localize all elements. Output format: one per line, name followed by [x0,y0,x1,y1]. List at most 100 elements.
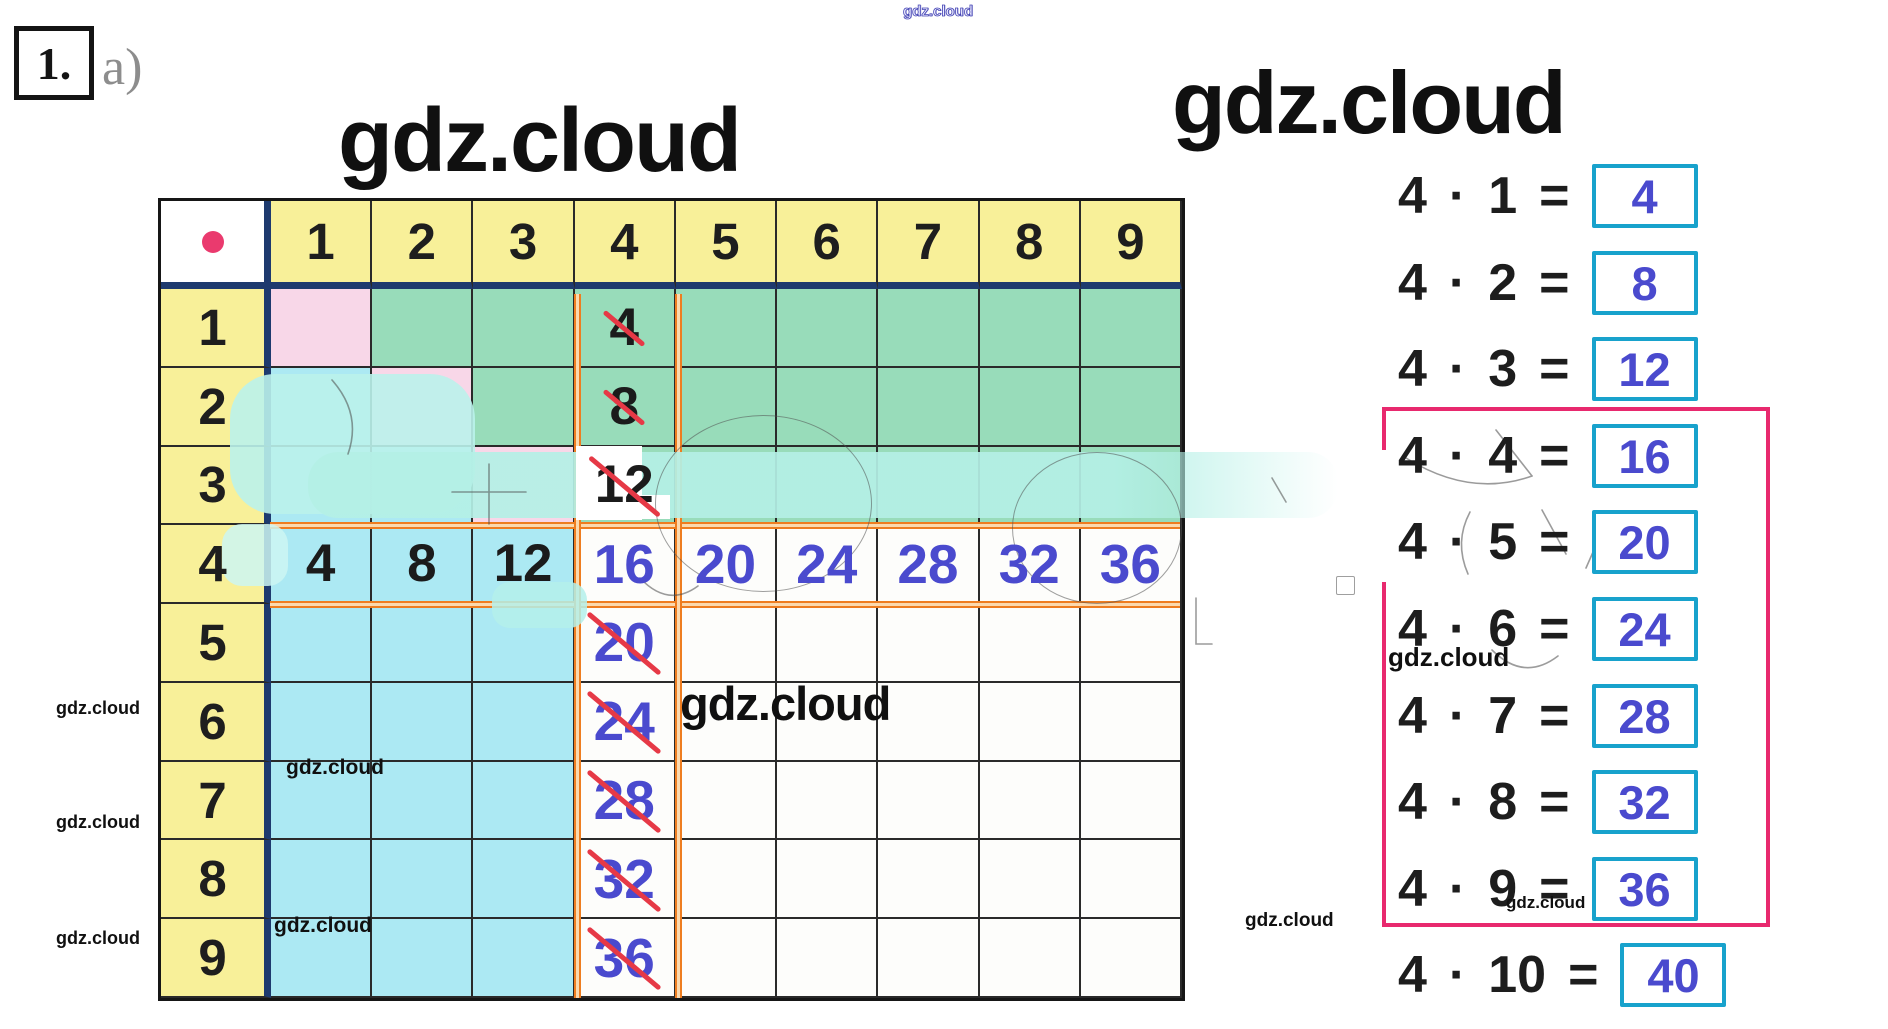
table-cell-value: 20 [589,610,660,674]
part-label: a) [102,39,143,96]
equation-factor: 7 [1488,687,1518,745]
col-header-4: 4 [574,201,676,289]
multiplication-dot-icon [201,230,224,253]
row4-highlight-top-line [270,522,1180,529]
multiplication-dot-icon: · [1448,946,1467,1004]
watermark-title-right: gdz.cloud [1172,53,1567,152]
watermark-title-left: gdz.cloud [338,91,742,191]
col-header-label: 1 [306,213,335,270]
table-cell-value: 12 [493,534,553,594]
table-cell-r9c9 [1080,919,1182,998]
table-cell-r9c1 [271,919,373,998]
multiplication-dot-icon: · [1448,340,1467,398]
row-header-label: 9 [198,929,227,987]
row-header-5: 5 [161,604,271,683]
watermark-in-table-2: gdz.cloud [274,914,372,937]
answer-box: 40 [1620,943,1727,1007]
table-cell-r8c3 [473,840,575,920]
equation-factor: 6 [1488,600,1518,658]
col-header-5: 5 [675,201,778,289]
row-header-label: 6 [198,692,227,750]
table-cell-r4c8: 32 [979,525,1081,605]
row-header-7: 7 [161,761,271,841]
table-cell-r8c8 [979,840,1081,920]
col-header-label: 8 [1014,213,1044,270]
multiplication-dot-icon: · [1448,600,1467,658]
equation-multiplier: 4 [1398,254,1427,312]
table-cell-r7c4: 28 [574,761,676,841]
watermark-right-3: gdz.cloud [1245,910,1334,931]
table-cell-r2c3 [473,367,575,447]
table-cell-r1c6 [777,289,879,368]
table-cell-r5c8 [979,604,1081,683]
answer-box: 20 [1591,510,1698,574]
col-header-6: 6 [777,201,879,289]
row-header-8: 8 [161,840,271,920]
col4-highlight-left-line [574,294,581,998]
watermark-in-table-1: gdz.cloud [286,756,384,779]
col4-highlight-right-line [675,294,682,998]
ghost-outline-square [1336,576,1355,595]
multiplication-dot-icon: · [1448,513,1467,571]
row-header-4: 4 [161,525,271,605]
col-header-8: 8 [979,201,1081,289]
table-cell-r5c9 [1080,604,1182,683]
table-cell-r4c1: 4 [271,525,373,605]
table-cell-r9c7 [878,919,980,998]
table-cell-r7c9 [1080,761,1182,841]
watermark-left-margin-1: gdz.cloud [56,698,140,718]
table-cell-r9c8 [979,919,1081,998]
row-header-1: 1 [161,289,271,368]
col-header-label: 5 [711,213,740,270]
col-header-label: 4 [610,213,639,270]
table-cell-r1c5 [675,289,778,368]
equals-sign: = [1539,773,1570,831]
table-cell-r9c6 [777,919,879,998]
equation-row-4x10: 4 · 10 = 40 [1398,939,1727,1011]
table-cell-r6c7 [878,682,980,762]
answer-box: 28 [1591,684,1698,748]
col-header-9: 9 [1080,201,1182,289]
col-header-2: 2 [372,201,474,289]
table-cell-r6c5 [675,682,778,762]
table-cell-r3c3 [473,446,575,526]
equation-row-4x7: 4 · 7 = 28 [1398,680,1698,752]
row-header-2: 2 [161,367,271,447]
row-header-3: 3 [161,446,271,526]
table-cell-r1c9 [1080,289,1182,368]
equation-factor: 1 [1488,167,1518,225]
table-cell-r7c1 [271,761,373,841]
multiplication-dot-icon: · [1448,427,1467,485]
row-header-label: 1 [198,298,227,356]
table-cell-r9c3 [473,919,575,998]
answer-box: 24 [1591,597,1698,661]
table-cell-value: 32 [998,532,1060,595]
equation-factor: 5 [1488,513,1518,571]
table-cell-r7c3 [473,761,575,841]
table-cell-r6c8 [979,682,1081,762]
table-cell-r7c5 [675,761,778,841]
watermark-right-1: gdz.cloud [1388,642,1510,672]
table-cell-r4c5: 20 [675,525,778,605]
answer-box: 4 [1591,164,1698,228]
table-cell-value: 8 [605,376,644,437]
equation-row-4x2: 4 · 2 = 8 [1398,247,1698,319]
table-cell-r5c7 [878,604,980,683]
equals-sign: = [1539,427,1570,485]
equation-row-4x9: 4 · 9 = 36 [1398,853,1698,925]
table-cell-r3c8 [979,446,1081,526]
equation-row-4x5: 4 · 5 = 20 [1398,506,1698,578]
answer-box: 36 [1591,857,1698,921]
answer-box: 12 [1591,337,1698,401]
equation-row-4x3: 4 · 3 = 12 [1398,333,1698,405]
table-cell-r2c4: 8 [574,367,676,447]
table-cell-value: 28 [589,768,660,832]
table-cell-value: 8 [407,534,437,594]
equals-sign: = [1539,167,1570,225]
multiplication-dot-icon: · [1448,167,1467,225]
table-cell-value: 16 [593,532,655,595]
row-header-label: 7 [198,771,227,829]
equation-row-4x8: 4 · 8 = 32 [1398,766,1698,838]
col-header-1: 1 [271,201,373,289]
table-cell-r2c9 [1080,367,1182,447]
